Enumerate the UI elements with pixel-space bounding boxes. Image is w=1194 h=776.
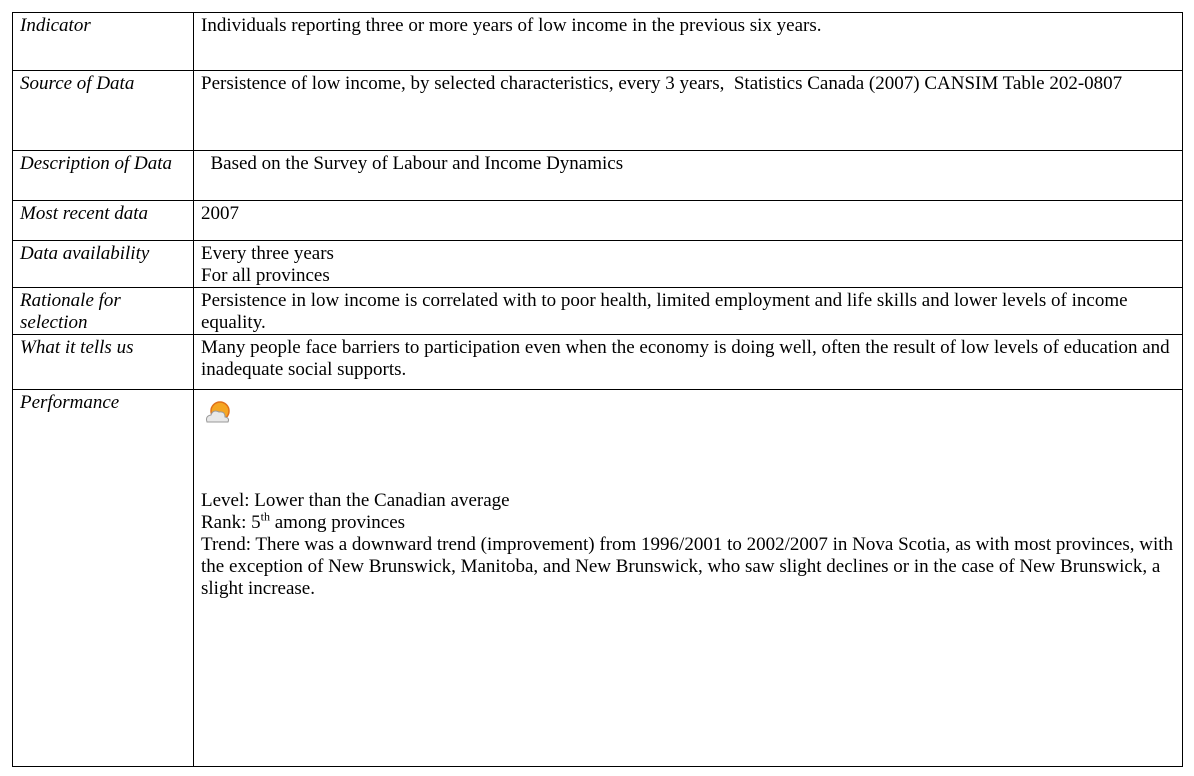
value-line: Based on the Survey of Labour and Income… — [201, 153, 624, 174]
row-label: Data availability — [12, 240, 194, 288]
row-label: Performance — [12, 389, 194, 767]
table-row: Indicator Individuals reporting three or … — [12, 12, 1183, 71]
row-value: Based on the Survey of Labour and Income… — [193, 150, 1183, 201]
value-line: Persistence in low income is correlated … — [201, 290, 1133, 333]
table-row: Most recent data 2007 — [12, 200, 1183, 241]
table-row: Description of Data Based on the Survey … — [12, 150, 1183, 201]
row-value: 2007 — [193, 200, 1183, 241]
row-label: Description of Data — [12, 150, 194, 201]
weather-icon — [206, 401, 230, 423]
table-row: Data availability Every three years For al… — [12, 240, 1183, 288]
row-value: Many people face barriers to participati… — [193, 334, 1183, 390]
value-line: Every three years — [201, 243, 334, 264]
table-row: Performance Level: Lower than the Canadia… — [12, 389, 1183, 767]
indicator-table: Indicator Individuals reporting three or … — [12, 12, 1183, 767]
row-value: Persistence in low income is correlated … — [193, 287, 1183, 335]
value-line: For all provinces — [201, 265, 330, 286]
table-row: What it tells us Many people face barrier… — [12, 334, 1183, 390]
value-line: Individuals reporting three or more year… — [201, 15, 822, 36]
row-label: Most recent data — [12, 200, 194, 241]
value-line: Many people face barriers to participati… — [201, 337, 1175, 380]
trend-text: Trend: There was a downward trend (impro… — [201, 534, 1174, 599]
table-row: Rationale for selection Persistence in lo… — [12, 287, 1183, 335]
rank-suffix-sup: th — [260, 509, 270, 524]
table-row: Source of Data Persistence of low income,… — [12, 70, 1183, 151]
row-value: Level: Lower than the Canadian average Ra… — [193, 389, 1183, 767]
row-label: What it tells us — [12, 334, 194, 390]
row-value: Individuals reporting three or more year… — [193, 12, 1183, 71]
table-body: Indicator Individuals reporting three or … — [12, 12, 1183, 767]
rank-text: Rank: 5th among provinces — [201, 509, 1175, 534]
row-label: Indicator — [12, 12, 194, 71]
row-value: Persistence of low income, by selected c… — [193, 70, 1183, 151]
row-label: Source of Data — [12, 70, 194, 151]
row-value: Every three years For all provinces — [193, 240, 1183, 288]
value-line: 2007 — [201, 203, 239, 224]
row-label: Rationale for selection — [12, 287, 194, 335]
rank-prefix: Rank: 5 — [201, 512, 261, 533]
level-text: Level: Lower than the Canadian average — [201, 490, 510, 511]
value-line: Persistence of low income, by selected c… — [201, 73, 1123, 94]
rank-suffix: among provinces — [269, 512, 406, 533]
